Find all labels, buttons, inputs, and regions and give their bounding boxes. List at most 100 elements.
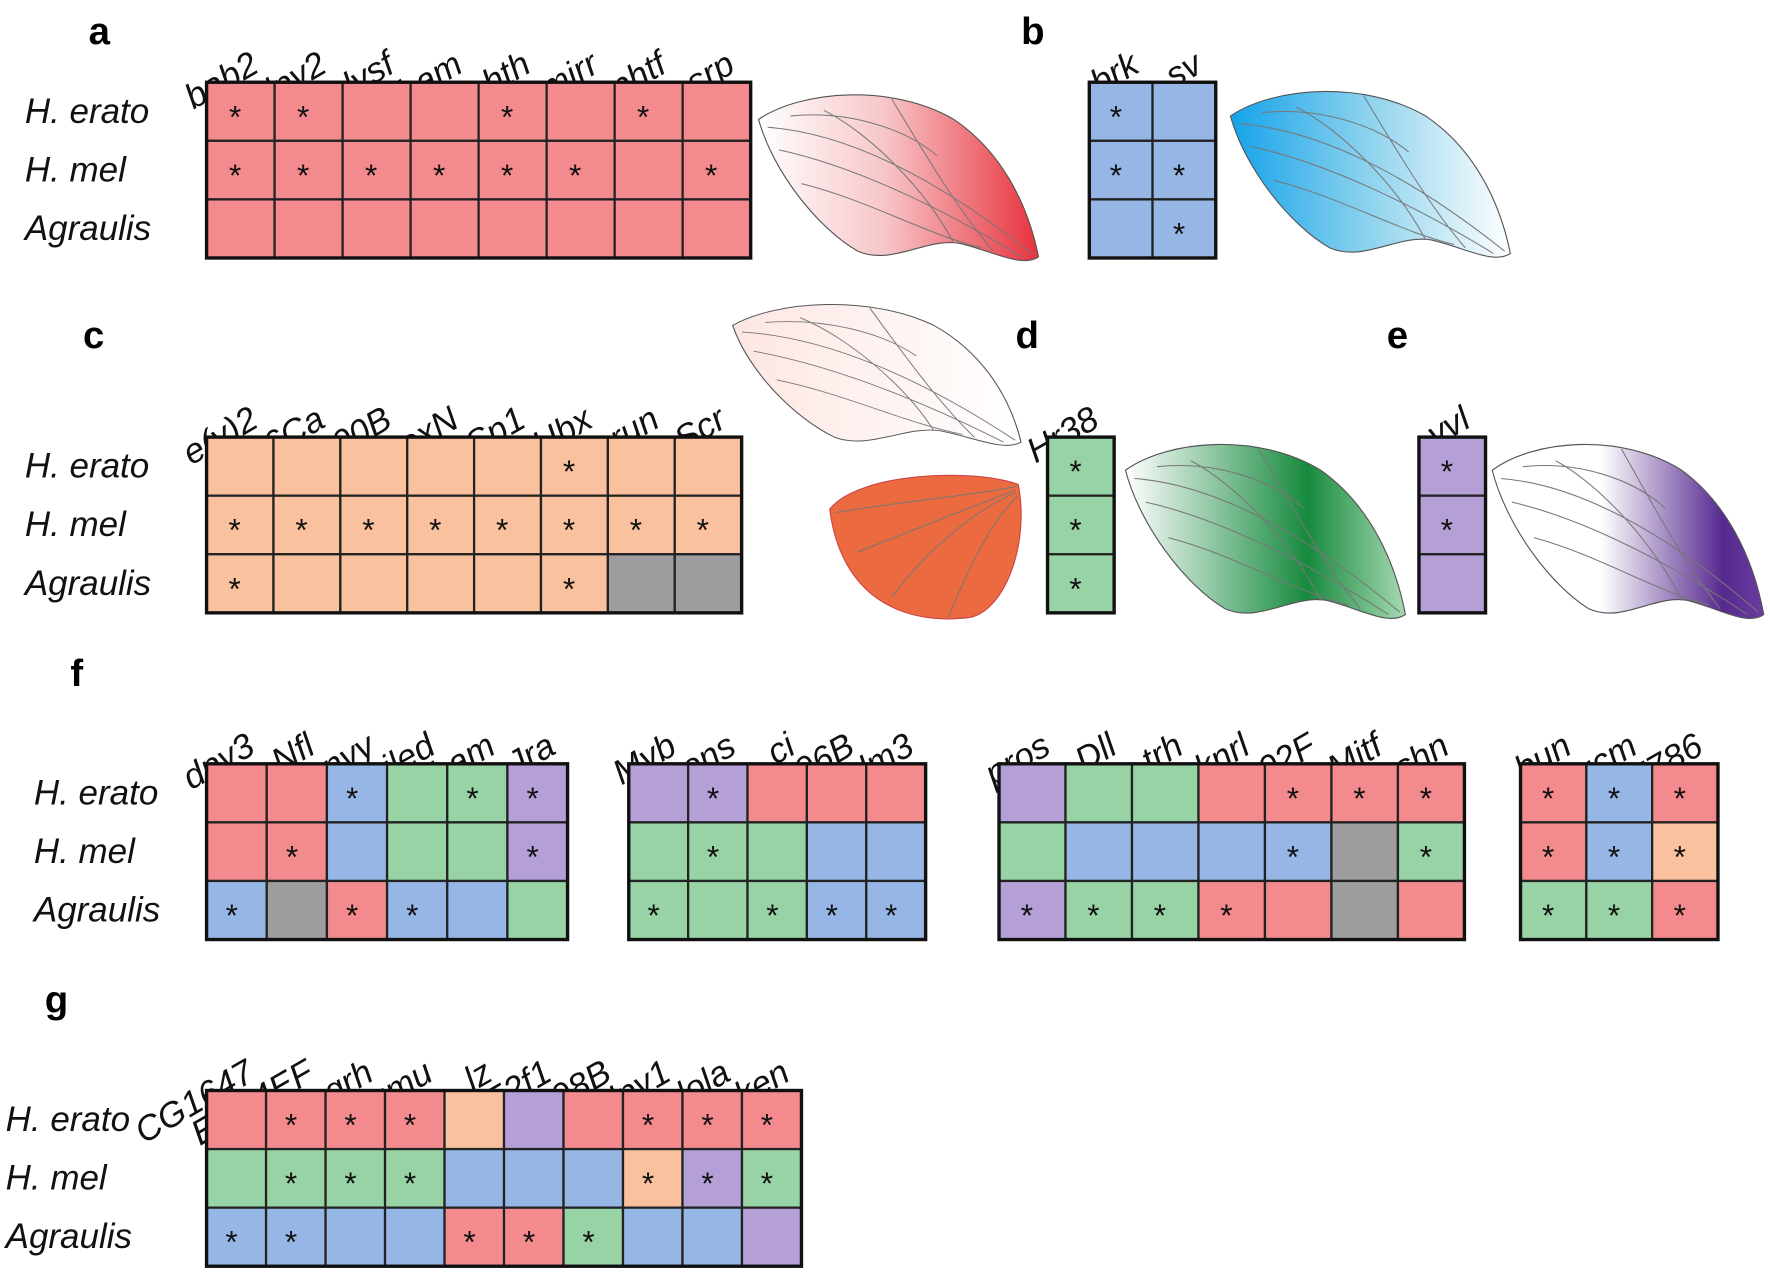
cell [865, 821, 927, 883]
cell [502, 1147, 565, 1209]
star: * [229, 512, 241, 548]
cell [687, 879, 749, 941]
cell [997, 821, 1067, 883]
star: * [1087, 897, 1099, 933]
cell [1151, 81, 1217, 142]
cell [265, 762, 329, 824]
star: * [1287, 780, 1299, 816]
cell [443, 1089, 506, 1151]
star: * [1441, 453, 1453, 489]
cell [409, 198, 480, 260]
star: * [697, 512, 709, 548]
star: * [466, 780, 478, 816]
cell [205, 198, 276, 260]
species-label: H. mel [25, 505, 127, 544]
star: * [297, 98, 309, 134]
cell [1088, 81, 1154, 142]
cell [627, 762, 690, 824]
panel-label: d [1016, 314, 1039, 357]
cell [273, 81, 344, 142]
grid-border [204, 80, 753, 260]
cell [1330, 879, 1400, 941]
cell [681, 1089, 744, 1151]
cell [1064, 821, 1134, 883]
star: * [1608, 838, 1620, 874]
cell [477, 198, 548, 260]
star: * [501, 98, 513, 134]
star: * [285, 1107, 297, 1143]
grid-border [204, 762, 570, 942]
cell [265, 879, 329, 941]
star: * [1674, 838, 1686, 874]
cell [681, 139, 752, 201]
star: * [761, 1107, 773, 1143]
cell [681, 1206, 744, 1268]
cell [272, 553, 342, 614]
cell [325, 821, 389, 883]
cell [339, 435, 409, 497]
cell [606, 435, 676, 497]
cell [1197, 821, 1267, 883]
star: * [630, 512, 642, 548]
species-label: Agraulis [4, 1217, 132, 1256]
star: * [527, 838, 539, 874]
star: * [1608, 897, 1620, 933]
cell [409, 81, 480, 142]
cell [1417, 553, 1487, 614]
cell [1396, 821, 1466, 883]
wing [1491, 443, 1765, 620]
star: * [225, 1224, 237, 1260]
cell [1651, 762, 1720, 824]
cell [205, 1089, 268, 1151]
cell [264, 1147, 327, 1209]
star: * [527, 780, 539, 816]
cell [545, 198, 616, 260]
cell [272, 435, 342, 497]
cell [562, 1147, 625, 1209]
cell [746, 762, 809, 824]
species-label: Agraulis [23, 209, 151, 248]
cell [1263, 879, 1333, 941]
star: * [1110, 98, 1122, 134]
star: * [362, 512, 374, 548]
star: * [226, 897, 238, 933]
star: * [563, 570, 575, 606]
star: * [1441, 512, 1453, 548]
cell [865, 879, 927, 941]
star: * [1154, 897, 1166, 933]
cell [805, 879, 868, 941]
star: * [826, 897, 838, 933]
cell [472, 553, 543, 614]
cell [1330, 762, 1400, 824]
cell [339, 553, 409, 614]
star: * [1420, 780, 1432, 816]
cell [409, 139, 480, 201]
cell [472, 494, 543, 556]
star: * [229, 98, 241, 134]
cell [324, 1089, 387, 1151]
cell [506, 879, 569, 941]
species-label: H. erato [25, 447, 149, 486]
cell [506, 821, 569, 883]
star: * [1069, 570, 1081, 606]
cell [264, 1206, 327, 1268]
star: * [229, 157, 241, 193]
cell [627, 879, 690, 941]
star: * [346, 780, 358, 816]
star: * [344, 1107, 356, 1143]
cell [443, 1147, 506, 1209]
cell [341, 81, 412, 142]
star: * [496, 512, 508, 548]
star: * [433, 157, 445, 193]
cell [205, 821, 268, 883]
star: * [285, 1165, 297, 1201]
cell [740, 1206, 803, 1268]
cell [1519, 762, 1588, 824]
cell [606, 494, 676, 556]
panel-label: b [1021, 10, 1044, 53]
star: * [1542, 897, 1554, 933]
star: * [563, 453, 575, 489]
panel-label: a [89, 10, 111, 53]
cell [325, 879, 389, 941]
cell [324, 1206, 387, 1268]
